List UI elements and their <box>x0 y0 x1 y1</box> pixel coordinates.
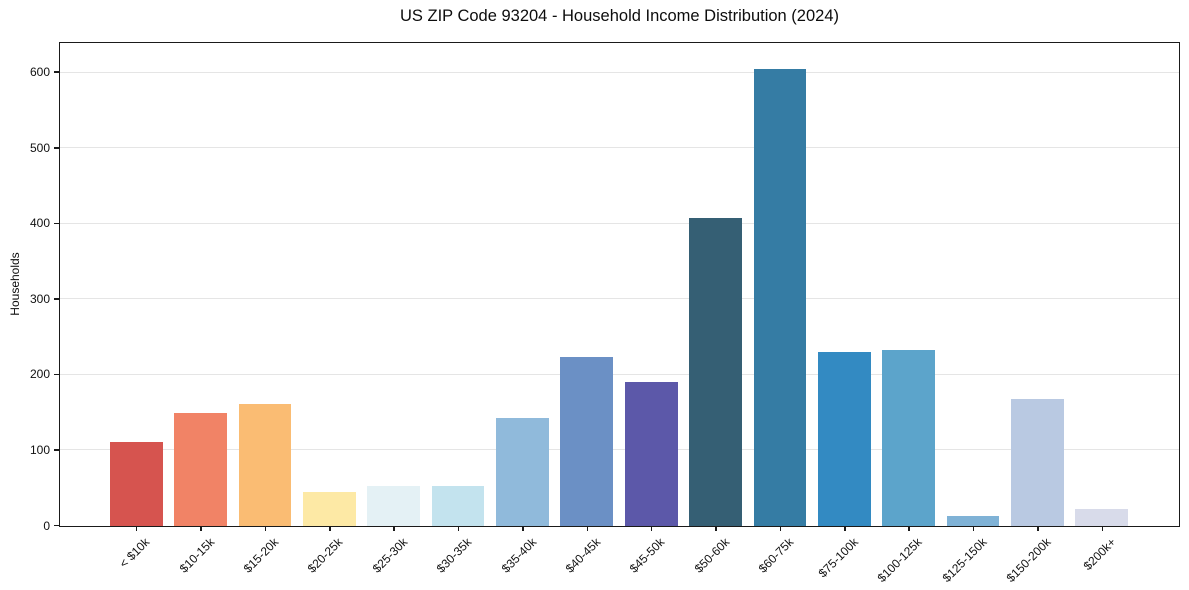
y-tick-label: 300 <box>29 291 50 306</box>
x-tick-label: $15-20k <box>240 535 282 576</box>
x-tick-label: $20-25k <box>305 535 346 576</box>
x-tick-mark <box>200 526 202 531</box>
x-tick-mark <box>135 526 138 531</box>
y-tick-mark <box>54 147 59 149</box>
x-tick-label: $25-30k <box>369 535 411 576</box>
x-tick-label: $40-45k <box>562 535 604 576</box>
chart-title: US ZIP Code 93204 - Household Income Dis… <box>399 7 839 25</box>
x-tick-label: $100-125k <box>875 535 926 586</box>
bar-25-30k <box>367 485 421 526</box>
bar-45-50k <box>624 382 678 526</box>
gridline <box>60 222 1179 224</box>
x-tick-mark <box>586 526 589 531</box>
bar-35-40k <box>496 417 549 526</box>
y-tick-mark <box>54 449 59 451</box>
bar-15-20k <box>238 404 292 526</box>
plot-area <box>59 42 1180 527</box>
y-tick-label: 600 <box>29 65 50 80</box>
bar-60-75k <box>753 68 807 526</box>
x-tick-mark <box>393 526 395 531</box>
x-tick-label: $150-200k <box>1003 535 1054 586</box>
y-tick-label: 500 <box>29 140 50 155</box>
x-tick-label: $75-100k <box>815 535 861 581</box>
bar-50-60k <box>689 217 742 526</box>
bar-20-25k <box>302 492 356 526</box>
gridline <box>60 373 1179 375</box>
bar-125-150k <box>946 516 1000 526</box>
x-tick-mark <box>329 526 331 531</box>
y-tick-label: 0 <box>43 518 50 533</box>
x-tick-mark <box>522 526 524 531</box>
gridline <box>60 71 1179 73</box>
x-tick-label: $10-15k <box>176 535 217 576</box>
bar-100-125k <box>882 349 936 526</box>
x-tick-label: $35-40k <box>498 535 539 576</box>
y-tick-mark <box>54 373 59 376</box>
y-tick-mark <box>54 524 59 527</box>
x-tick-mark <box>844 526 846 531</box>
x-tick-label: $60-75k <box>755 535 797 576</box>
gridline <box>60 147 1179 149</box>
bar-30-35k <box>431 485 485 526</box>
x-tick-mark <box>1037 526 1039 531</box>
x-tick-label: $200k+ <box>1080 535 1119 573</box>
y-axis-label: Households <box>8 252 22 316</box>
gridline <box>60 298 1179 300</box>
gridline <box>60 449 1179 451</box>
y-tick-label: 400 <box>29 216 50 231</box>
x-tick-mark <box>264 526 267 531</box>
x-tick-mark <box>908 526 910 531</box>
x-tick-label: $45-50k <box>627 535 668 576</box>
bar-10-15k <box>174 412 227 526</box>
y-tick-mark <box>54 71 59 73</box>
bar-10k <box>109 442 163 526</box>
x-tick-label: $50-60k <box>691 535 732 576</box>
x-tick-mark <box>1101 526 1104 531</box>
bar-75-100k <box>817 352 871 526</box>
x-tick-mark <box>650 526 653 531</box>
x-tick-label: $30-35k <box>433 535 475 576</box>
x-tick-mark <box>457 526 460 531</box>
x-tick-mark <box>779 526 782 531</box>
x-tick-label: < $10k <box>116 535 153 571</box>
bar-150-200k <box>1011 399 1064 526</box>
bar-200k <box>1075 509 1129 526</box>
bar-40-45k <box>560 356 614 526</box>
x-tick-label: $125-150k <box>939 535 990 586</box>
x-tick-mark <box>715 526 717 531</box>
y-tick-label: 100 <box>29 442 50 457</box>
y-tick-mark <box>54 222 59 225</box>
y-tick-label: 200 <box>29 367 50 382</box>
y-tick-mark <box>54 298 59 300</box>
x-tick-mark <box>972 526 975 531</box>
